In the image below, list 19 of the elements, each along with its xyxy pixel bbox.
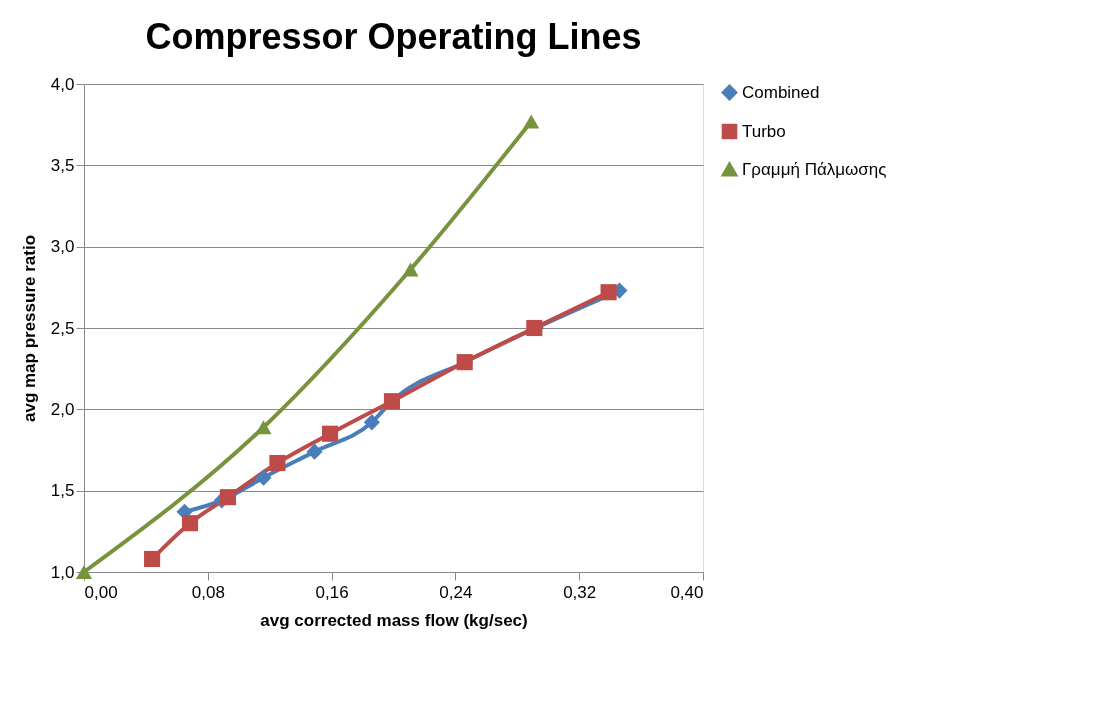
y-tick-label: 1,5 xyxy=(50,481,75,501)
x-tick-label: 0,40 xyxy=(670,582,704,602)
x-tick-label: 0,16 xyxy=(315,582,349,602)
y-tick-label: 2,0 xyxy=(50,399,75,419)
legend-label: Γραμμή Πάλμωσης xyxy=(742,159,887,179)
y-tick-label: 2,5 xyxy=(50,318,75,338)
legend-label: Turbo xyxy=(742,121,786,141)
chart-title: Compressor Operating Lines xyxy=(145,16,642,57)
y-tick-label: 4,0 xyxy=(50,74,75,94)
y-axis-title: avg map pressure ratio xyxy=(19,234,39,423)
legend-label: Combined xyxy=(742,82,820,102)
x-tick-label: 0,00 xyxy=(84,582,118,602)
x-tick-label: 0,08 xyxy=(191,582,225,602)
y-tick-label: 1,0 xyxy=(50,562,75,582)
x-tick-label: 0,32 xyxy=(563,582,597,602)
x-tick-label: 0,24 xyxy=(439,582,473,602)
y-tick-label: 3,0 xyxy=(50,237,75,257)
y-tick-label: 3,5 xyxy=(50,155,75,175)
x-axis-title: avg corrected mass flow (kg/sec) xyxy=(260,610,528,630)
